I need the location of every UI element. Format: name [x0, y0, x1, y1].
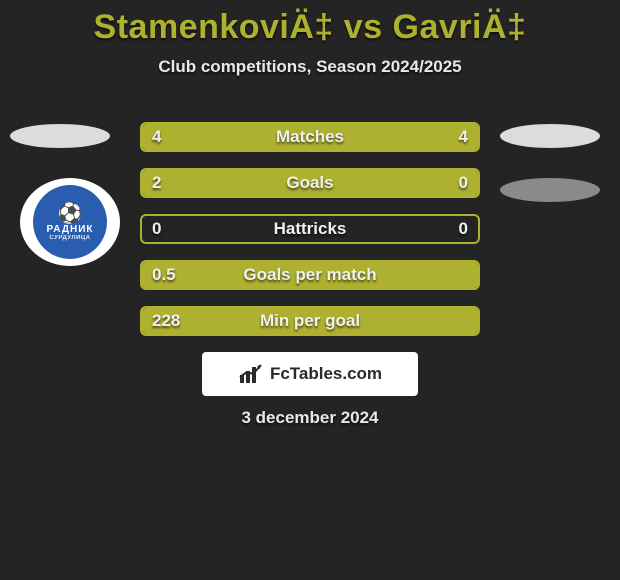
stat-label: Goals per match — [142, 262, 478, 288]
stat-label: Matches — [142, 124, 478, 150]
comparison-bars: 44Matches 20Goals 00Hattricks 0.5Goals per … — [140, 122, 480, 352]
club-badge-sub: СУРДУЛИЦА — [49, 235, 90, 241]
site-logo-text: FcTables.com — [270, 364, 382, 384]
stat-row: 0.5Goals per match — [140, 260, 480, 290]
generation-date: 3 december 2024 — [0, 408, 620, 428]
stat-row: 20Goals — [140, 168, 480, 198]
soccer-ball-icon: ⚽ — [58, 204, 83, 224]
page-subtitle: Club competitions, Season 2024/2025 — [0, 57, 620, 77]
player-right-club-placeholder — [500, 178, 600, 202]
player-left-club-badge: ⚽ РАДНИК СУРДУЛИЦА — [20, 178, 120, 266]
stat-row: 00Hattricks — [140, 214, 480, 244]
stat-label: Goals — [142, 170, 478, 196]
site-logo[interactable]: FcTables.com — [202, 352, 418, 396]
stat-row: 228Min per goal — [140, 306, 480, 336]
stat-label: Hattricks — [142, 216, 478, 242]
player-left-photo-placeholder — [10, 124, 110, 148]
stat-label: Min per goal — [142, 308, 478, 334]
page-title: StamenkoviÄ‡ vs GavriÄ‡ — [0, 0, 620, 47]
bar-chart-icon — [238, 363, 264, 385]
club-badge-name: РАДНИК — [46, 224, 93, 235]
club-badge-inner: ⚽ РАДНИК СУРДУЛИЦА — [33, 185, 107, 259]
player-right-photo-placeholder — [500, 124, 600, 148]
stat-row: 44Matches — [140, 122, 480, 152]
